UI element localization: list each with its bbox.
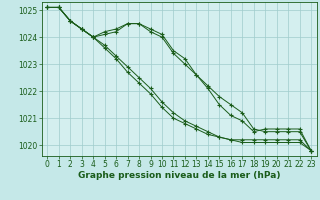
X-axis label: Graphe pression niveau de la mer (hPa): Graphe pression niveau de la mer (hPa) xyxy=(78,171,280,180)
